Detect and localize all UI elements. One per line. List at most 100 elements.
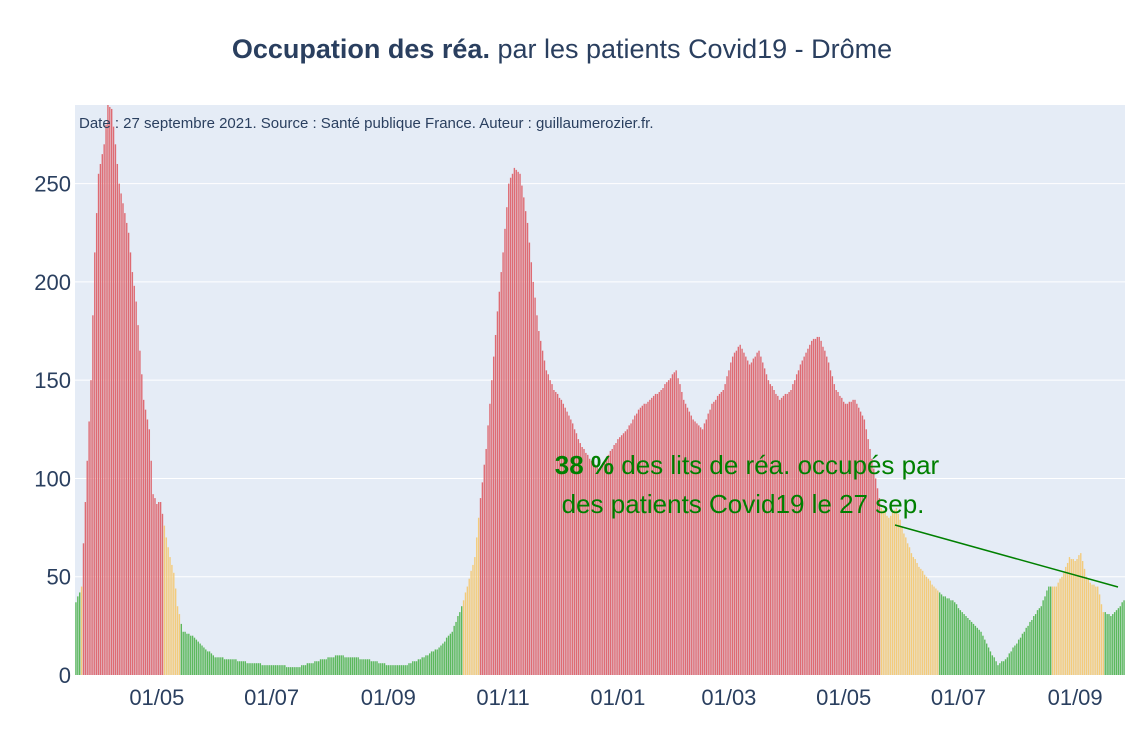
bar — [788, 391, 790, 675]
bar — [715, 399, 717, 675]
bar — [455, 621, 457, 675]
bar — [588, 458, 591, 675]
bar — [1021, 633, 1024, 675]
bar — [946, 598, 948, 675]
bar — [856, 403, 858, 675]
bar — [878, 498, 881, 675]
bar — [590, 460, 593, 675]
bar — [1010, 651, 1012, 675]
bar — [799, 364, 802, 675]
annotation-arrow — [894, 524, 1119, 588]
bar — [319, 659, 322, 675]
bar — [916, 562, 918, 675]
bar — [696, 423, 698, 675]
bar — [641, 405, 644, 675]
bar — [173, 572, 175, 675]
bar — [165, 537, 167, 675]
bar — [297, 667, 299, 675]
bar — [306, 663, 309, 675]
bar — [199, 643, 201, 675]
bar — [126, 222, 128, 675]
bar — [466, 586, 469, 675]
bar — [1057, 582, 1059, 675]
bar — [112, 126, 115, 676]
bar — [208, 651, 211, 675]
bar — [201, 645, 203, 675]
bar — [464, 592, 467, 675]
bar — [442, 643, 444, 675]
bar — [769, 384, 771, 675]
bar — [720, 391, 723, 675]
bar — [906, 543, 909, 675]
bar — [233, 659, 235, 675]
bar — [103, 144, 105, 675]
bar — [353, 657, 356, 675]
bar — [184, 631, 186, 675]
bar — [88, 421, 90, 675]
bar — [961, 612, 963, 675]
bar — [658, 391, 660, 675]
bar — [374, 661, 376, 675]
bar — [310, 663, 312, 675]
bar — [316, 661, 318, 675]
bar — [918, 566, 920, 675]
annotation-line-2: des patients Covid19 le 27 sep. — [562, 489, 925, 519]
bar — [771, 386, 773, 675]
bar — [701, 429, 704, 675]
bar — [841, 397, 843, 675]
bar — [748, 364, 751, 675]
bar — [496, 311, 499, 675]
bar — [754, 356, 756, 675]
bar — [620, 435, 623, 675]
bar — [675, 370, 677, 675]
bar — [547, 374, 549, 675]
bar — [1031, 619, 1033, 675]
bar — [683, 399, 685, 675]
bar — [822, 346, 824, 675]
bar — [666, 382, 668, 675]
bar — [408, 663, 410, 675]
bar — [630, 423, 632, 675]
bar — [927, 578, 930, 675]
bar — [1008, 653, 1010, 675]
bar — [498, 291, 501, 675]
bar — [893, 509, 896, 675]
bar — [991, 655, 994, 675]
bar — [636, 413, 638, 675]
bar — [137, 325, 139, 675]
bar — [848, 401, 851, 675]
bar — [1066, 562, 1069, 675]
bar — [858, 407, 860, 675]
bar — [500, 272, 502, 675]
bar — [291, 667, 294, 675]
bar — [193, 637, 196, 675]
bar — [886, 515, 888, 675]
bar — [662, 388, 664, 675]
bar — [447, 635, 450, 675]
bar — [278, 665, 280, 675]
x-tick-label: 01/11 — [476, 685, 529, 710]
bar — [536, 315, 538, 675]
bar — [826, 356, 828, 675]
bar — [1023, 631, 1026, 675]
bar — [325, 659, 327, 675]
bar — [833, 384, 835, 675]
bar — [248, 663, 250, 675]
bar — [139, 350, 141, 675]
bar — [728, 370, 730, 675]
bar — [445, 637, 448, 675]
bar — [323, 659, 326, 675]
bar — [553, 390, 555, 675]
bar — [624, 431, 627, 675]
bar — [803, 356, 805, 675]
bar — [863, 419, 866, 675]
bar — [397, 665, 399, 675]
y-tick-label: 50 — [47, 565, 71, 590]
y-tick-label: 0 — [59, 663, 71, 688]
bar — [989, 651, 992, 675]
bar — [1025, 627, 1027, 675]
bar — [801, 360, 803, 675]
bar — [203, 647, 205, 675]
bar — [718, 393, 721, 675]
bar — [811, 340, 813, 675]
